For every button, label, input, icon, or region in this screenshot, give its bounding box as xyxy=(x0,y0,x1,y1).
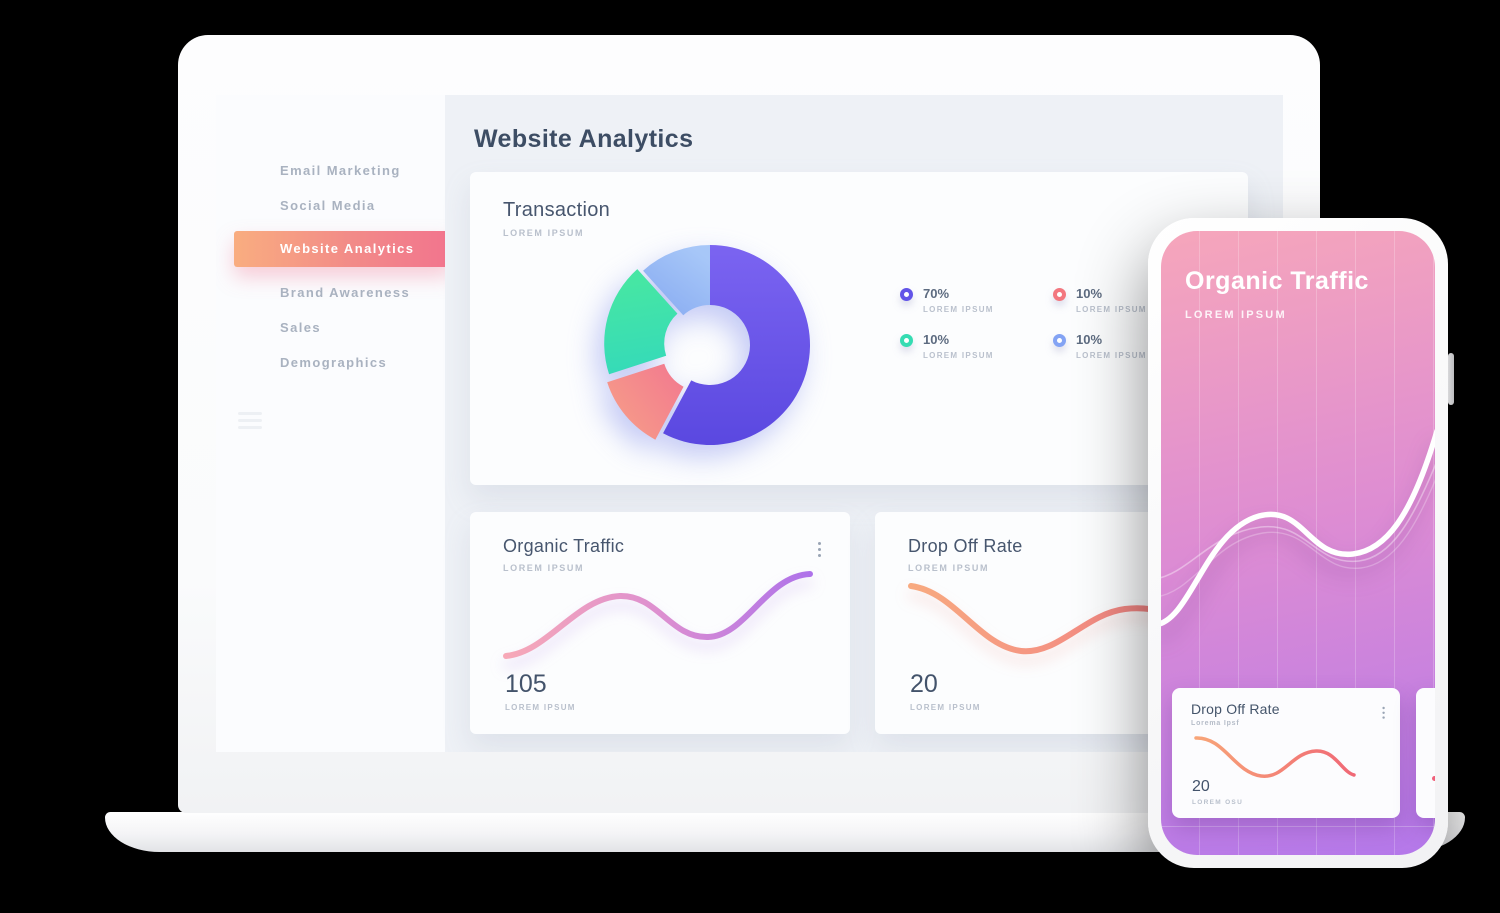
phone-dropoff-value: 20 xyxy=(1192,778,1210,795)
dropoff-card-title: Drop Off Rate xyxy=(908,536,1023,556)
legend-value: 10% xyxy=(923,332,950,347)
transaction-donut-chart xyxy=(595,230,825,460)
phone-dropoff-subtitle: Lorema Ipsf xyxy=(1191,720,1240,727)
phone-dropoff-title: Drop Off Rate xyxy=(1191,701,1280,717)
phone-dropoff-card: Drop Off Rate Lorema Ipsf 2 xyxy=(1172,688,1400,818)
legend-item-purple: 70% LOREM IPSUM xyxy=(900,286,1053,314)
legend-value: 10% xyxy=(1076,286,1103,301)
legend-label: LOREM IPSUM xyxy=(1076,351,1147,360)
phone-dropoff-value-label: LOREM OSU xyxy=(1192,799,1244,806)
dropoff-card-value: 20 xyxy=(910,670,938,698)
legend-value: 10% xyxy=(1076,332,1103,347)
organic-card-value-label: LOREM IPSUM xyxy=(505,703,576,712)
analytics-dashboard: Email Marketing Social Media Website Ana… xyxy=(216,95,1283,752)
organic-card-value: 105 xyxy=(505,670,547,698)
organic-card-subtitle: LOREM IPSUM xyxy=(503,563,585,573)
sidebar-item-email-marketing[interactable]: Email Marketing xyxy=(280,163,401,178)
legend-label: LOREM IPSUM xyxy=(923,351,994,360)
sidebar-item-website-analytics[interactable]: Website Analytics xyxy=(234,231,452,267)
legend-ring-blue-icon xyxy=(1053,334,1066,347)
phone-mockup: Organic Traffic LOREM IPSUM Drop Off Rat… xyxy=(1148,218,1454,868)
red-dot-marker xyxy=(1432,776,1435,781)
phone-page-title: Organic Traffic xyxy=(1185,267,1369,295)
phone-side-button xyxy=(1448,353,1454,405)
legend-label: LOREM IPSUM xyxy=(923,305,994,314)
kebab-menu-icon[interactable] xyxy=(818,542,822,560)
page-title: Website Analytics xyxy=(474,125,694,153)
sidebar-item-sales[interactable]: Sales xyxy=(280,320,321,335)
sidebar: Email Marketing Social Media Website Ana… xyxy=(216,95,452,752)
hamburger-menu-icon[interactable] xyxy=(238,412,262,433)
phone-organic-line-chart xyxy=(1161,401,1435,681)
legend-ring-salmon-icon xyxy=(1053,288,1066,301)
phone-page-subtitle: LOREM IPSUM xyxy=(1185,309,1287,321)
sidebar-item-social-media[interactable]: Social Media xyxy=(280,198,376,213)
donut-slice-blue-10 xyxy=(643,245,710,316)
sidebar-item-demographics[interactable]: Demographics xyxy=(280,355,388,370)
phone-screen: Organic Traffic LOREM IPSUM Drop Off Rat… xyxy=(1161,231,1435,855)
main-content: Website Analytics Transaction LOREM IPSU… xyxy=(445,95,1283,752)
dropoff-card-value-label: LOREM IPSUM xyxy=(910,703,981,712)
phone-second-card: Re Lo 4 LO xyxy=(1416,688,1435,818)
legend-item-blue: 10% LOREM IPSUM xyxy=(1053,332,1206,360)
transaction-card: Transaction LOREM IPSUM xyxy=(470,172,1248,485)
sidebar-item-brand-awareness[interactable]: Brand Awareness xyxy=(280,285,411,300)
donut-slice-salmon-10 xyxy=(607,363,684,440)
organic-card-title: Organic Traffic xyxy=(503,536,625,556)
legend-label: LOREM IPSUM xyxy=(1076,305,1147,314)
donut-slice-teal-10 xyxy=(604,269,678,375)
phone-baseline xyxy=(1161,826,1435,827)
legend-item-teal: 10% LOREM IPSUM xyxy=(900,332,1053,360)
organic-traffic-card: Organic Traffic LOREM IPSUM xyxy=(470,512,850,734)
legend-item-salmon: 10% LOREM IPSUM xyxy=(1053,286,1206,314)
transaction-card-title: Transaction xyxy=(503,199,611,221)
sidebar-nav: Email Marketing Social Media Website Ana… xyxy=(216,95,452,380)
kebab-menu-icon[interactable] xyxy=(1382,706,1385,721)
legend-value: 70% xyxy=(923,286,950,301)
legend-ring-teal-icon xyxy=(900,334,913,347)
organic-traffic-line-chart xyxy=(498,564,822,676)
legend-ring-purple-icon xyxy=(900,288,913,301)
phone-dropoff-line-chart xyxy=(1188,724,1378,790)
dropoff-card-subtitle: LOREM IPSUM xyxy=(908,563,990,573)
donut-legend: 70% LOREM IPSUM 10% LOREM IPSUM xyxy=(900,286,1206,360)
transaction-card-subtitle: LOREM IPSUM xyxy=(503,228,585,238)
donut-slice-purple-70 xyxy=(663,245,811,445)
